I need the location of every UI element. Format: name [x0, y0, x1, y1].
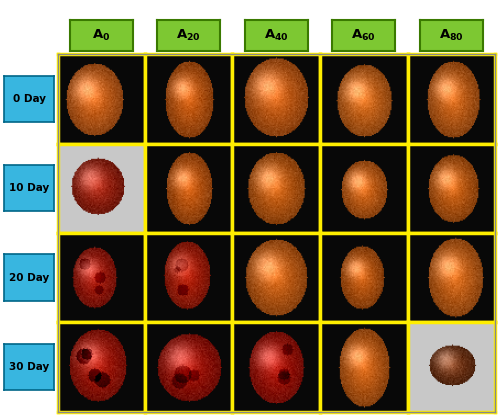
- Text: 20 Day: 20 Day: [9, 272, 49, 283]
- Text: 10 Day: 10 Day: [9, 183, 49, 193]
- Text: $\mathbf{A_{0}}$: $\mathbf{A_{0}}$: [92, 28, 110, 43]
- Text: 0 Day: 0 Day: [12, 94, 46, 104]
- Text: $\mathbf{A_{20}}$: $\mathbf{A_{20}}$: [176, 28, 201, 43]
- Text: 30 Day: 30 Day: [9, 362, 49, 372]
- Text: $\mathbf{A_{40}}$: $\mathbf{A_{40}}$: [264, 28, 288, 43]
- Text: $\mathbf{A_{60}}$: $\mathbf{A_{60}}$: [352, 28, 376, 43]
- Text: $\mathbf{A_{80}}$: $\mathbf{A_{80}}$: [439, 28, 464, 43]
